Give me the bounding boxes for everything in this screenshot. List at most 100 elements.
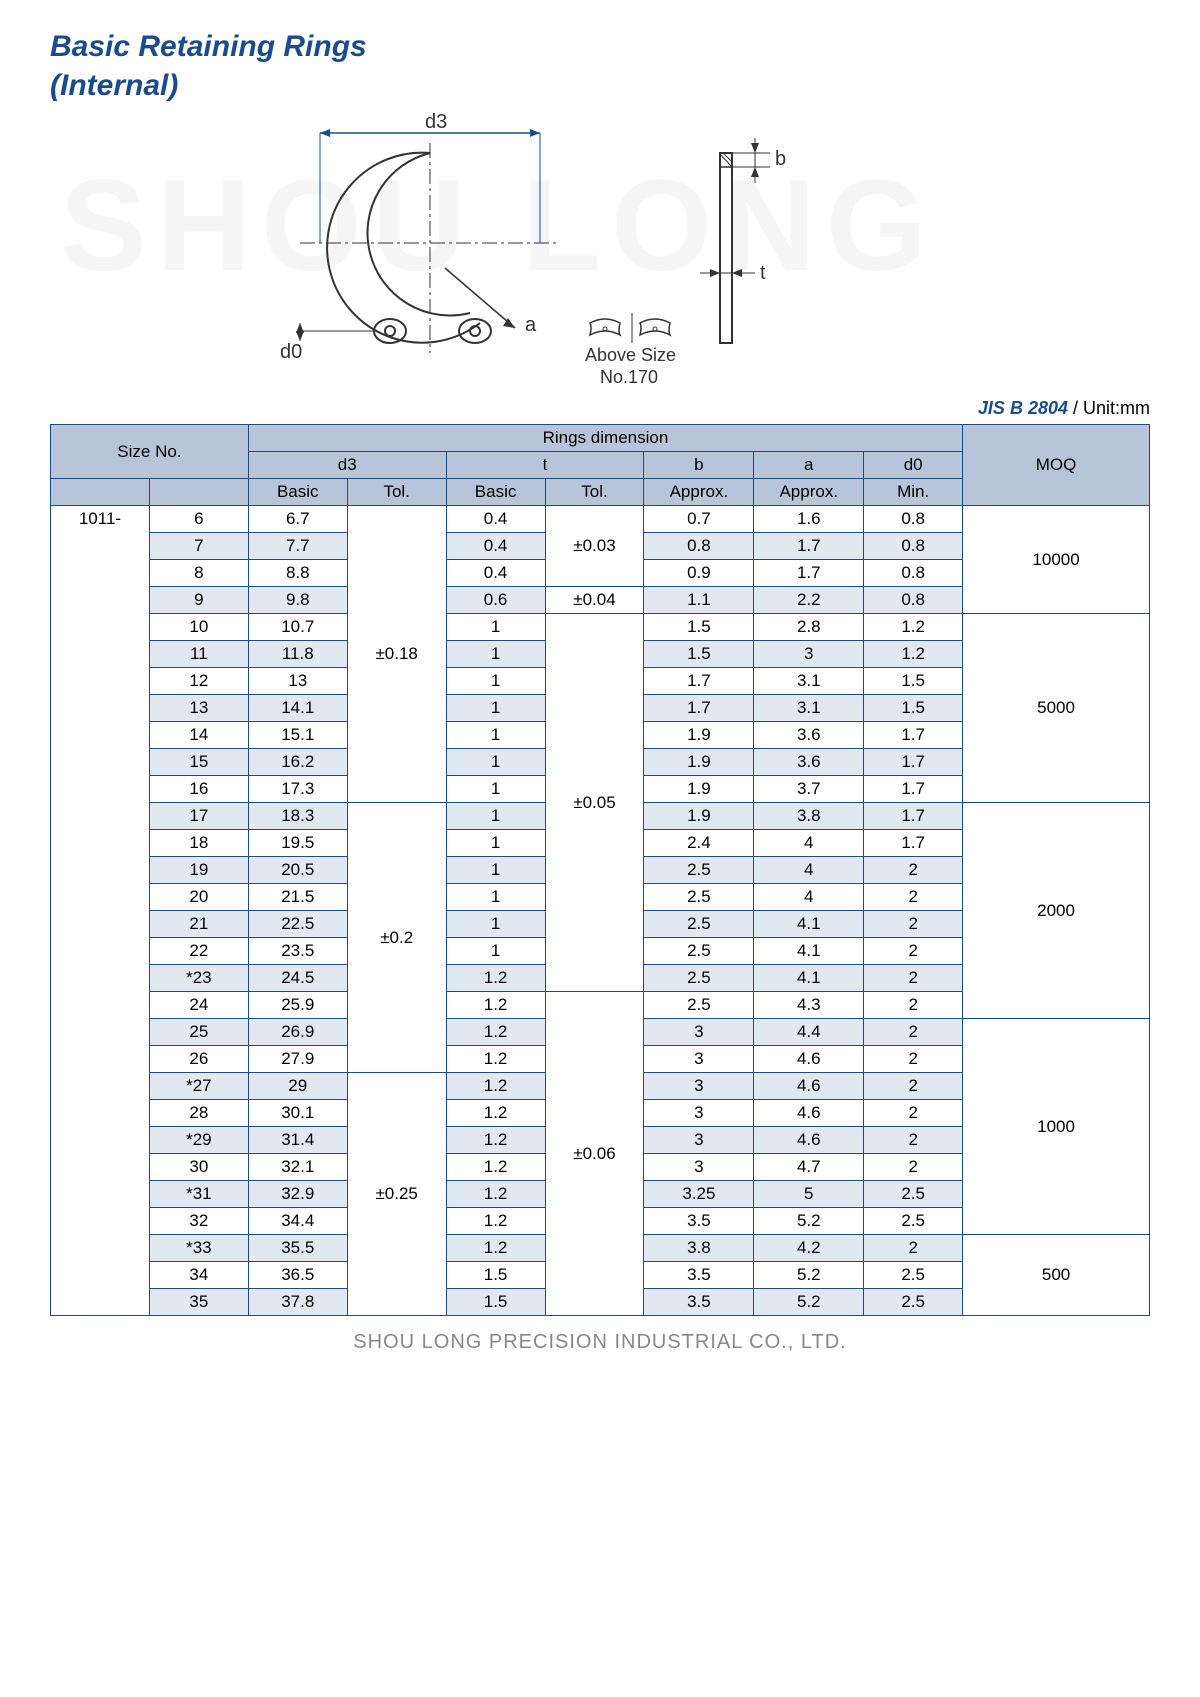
unit-label: / Unit:mm: [1068, 398, 1150, 418]
cell-d3-basic: 6.7: [248, 506, 347, 533]
diagram-area: d3 a d0 Above Size No.170: [50, 113, 1150, 393]
cell-d3-basic: 18.3: [248, 803, 347, 830]
cell-size: 12: [149, 668, 248, 695]
cell-d3-basic: 36.5: [248, 1262, 347, 1289]
cell-d3-basic: 27.9: [248, 1046, 347, 1073]
cell-d3-basic: 17.3: [248, 776, 347, 803]
cell-d3-basic: 22.5: [248, 911, 347, 938]
cell-a: 4.6: [754, 1073, 864, 1100]
cell-d3-basic: 19.5: [248, 830, 347, 857]
cell-t-basic: 1: [446, 911, 545, 938]
cell-b: 3: [644, 1019, 754, 1046]
cell-prefix: 1011-: [51, 506, 150, 1316]
cell-d3-basic: 37.8: [248, 1289, 347, 1316]
cell-a: 1.7: [754, 560, 864, 587]
cell-a: 3.6: [754, 722, 864, 749]
cell-a: 3.1: [754, 695, 864, 722]
cell-a: 4.6: [754, 1100, 864, 1127]
cell-d0: 2: [864, 911, 963, 938]
cell-d0: 0.8: [864, 587, 963, 614]
svg-text:a: a: [525, 314, 537, 336]
cell-t-tol: ±0.06: [545, 992, 644, 1316]
cell-size: 18: [149, 830, 248, 857]
cell-t-basic: 1.2: [446, 1127, 545, 1154]
table-body: 1011-66.7±0.180.4±0.030.71.60.81000077.7…: [51, 506, 1150, 1316]
cell-a: 4.6: [754, 1046, 864, 1073]
cell-b: 3: [644, 1073, 754, 1100]
cell-d0: 2: [864, 884, 963, 911]
cell-b: 2.5: [644, 938, 754, 965]
cell-d0: 2.5: [864, 1181, 963, 1208]
cell-b: 1.5: [644, 641, 754, 668]
cell-d0: 2: [864, 965, 963, 992]
th-t-tol: Tol.: [545, 479, 644, 506]
cell-a: 2.2: [754, 587, 864, 614]
spec-table: Size No. Rings dimension MOQ d3 t b a d0…: [50, 424, 1150, 1316]
cell-b: 2.5: [644, 992, 754, 1019]
cell-a: 1.6: [754, 506, 864, 533]
cell-d0: 1.7: [864, 803, 963, 830]
cell-d0: 1.2: [864, 641, 963, 668]
cell-t-basic: 0.4: [446, 560, 545, 587]
cell-size: 17: [149, 803, 248, 830]
cell-size: 30: [149, 1154, 248, 1181]
cell-b: 2.5: [644, 965, 754, 992]
cell-t-basic: 1.2: [446, 1208, 545, 1235]
cell-d0: 1.2: [864, 614, 963, 641]
cell-t-basic: 0.6: [446, 587, 545, 614]
cell-t-tol: ±0.04: [545, 587, 644, 614]
cell-a: 3.7: [754, 776, 864, 803]
cell-size: 24: [149, 992, 248, 1019]
cell-d0: 1.7: [864, 749, 963, 776]
cell-a: 3.1: [754, 668, 864, 695]
cell-d0: 0.8: [864, 560, 963, 587]
cell-d3-basic: 14.1: [248, 695, 347, 722]
cell-t-basic: 1.2: [446, 1100, 545, 1127]
cell-d3-basic: 10.7: [248, 614, 347, 641]
th-a: a: [754, 452, 864, 479]
cell-t-basic: 1.2: [446, 1073, 545, 1100]
cell-d3-basic: 34.4: [248, 1208, 347, 1235]
th-rings: Rings dimension: [248, 425, 962, 452]
th-d0: d0: [864, 452, 963, 479]
table-row: 1011-66.7±0.180.4±0.030.71.60.810000: [51, 506, 1150, 533]
svg-text:t: t: [760, 262, 766, 284]
cell-d3-basic: 21.5: [248, 884, 347, 911]
cell-a: 4: [754, 830, 864, 857]
cell-size: 32: [149, 1208, 248, 1235]
th-t-basic: Basic: [446, 479, 545, 506]
cell-d0: 2: [864, 1100, 963, 1127]
cell-b: 0.9: [644, 560, 754, 587]
cell-d0: 1.5: [864, 695, 963, 722]
th-sizecol: [149, 479, 248, 506]
cell-b: 1.1: [644, 587, 754, 614]
th-moq: MOQ: [963, 425, 1150, 506]
standard-code: JIS B 2804: [978, 398, 1068, 418]
cell-t-basic: 1.2: [446, 965, 545, 992]
svg-text:d3: d3: [425, 113, 447, 133]
cell-d0: 2: [864, 857, 963, 884]
cell-d0: 2: [864, 1073, 963, 1100]
cell-d0: 2: [864, 1235, 963, 1262]
cell-d3-basic: 35.5: [248, 1235, 347, 1262]
cell-t-basic: 0.4: [446, 506, 545, 533]
cell-b: 3: [644, 1154, 754, 1181]
cell-t-basic: 1: [446, 668, 545, 695]
cell-d0: 1.7: [864, 830, 963, 857]
cell-d3-tol: ±0.25: [347, 1073, 446, 1316]
cell-d3-basic: 30.1: [248, 1100, 347, 1127]
cell-t-basic: 1.2: [446, 992, 545, 1019]
cell-size: 21: [149, 911, 248, 938]
cell-moq: 1000: [963, 1019, 1150, 1235]
cell-d3-basic: 26.9: [248, 1019, 347, 1046]
cell-size: 26: [149, 1046, 248, 1073]
cell-t-basic: 1: [446, 803, 545, 830]
cell-d3-basic: 32.9: [248, 1181, 347, 1208]
svg-text:Above Size: Above Size: [585, 345, 676, 365]
cell-a: 4.2: [754, 1235, 864, 1262]
cell-d0: 1.5: [864, 668, 963, 695]
cell-b: 3: [644, 1100, 754, 1127]
cell-b: 3.8: [644, 1235, 754, 1262]
cell-d3-basic: 25.9: [248, 992, 347, 1019]
cell-size: 22: [149, 938, 248, 965]
